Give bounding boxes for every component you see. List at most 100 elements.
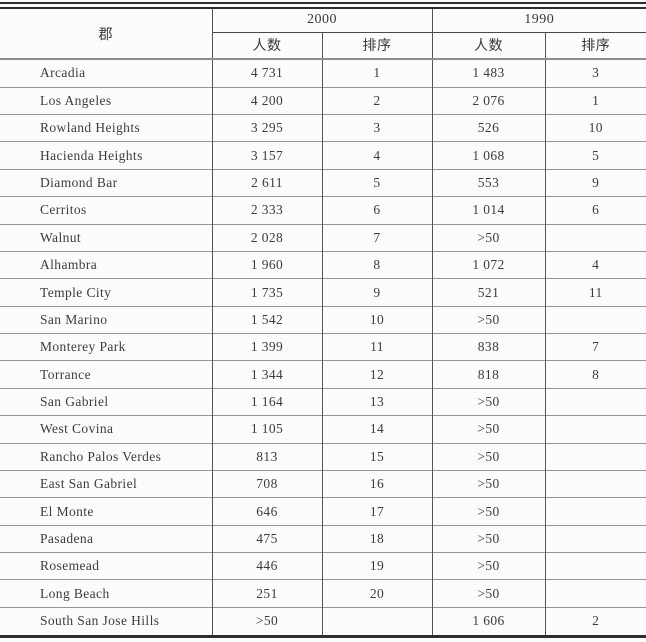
county-cell: Rowland Heights: [0, 114, 212, 142]
population-1990-subheader: 人数: [431, 31, 545, 59]
rank-1990-cell: [544, 469, 646, 498]
rank-2000-cell: 7: [321, 223, 432, 252]
population-2000-cell: 475: [211, 524, 322, 553]
rank-1990-cell: 3: [544, 57, 646, 88]
population-2000-cell: 2 333: [211, 196, 322, 225]
population-2000-cell: 646: [211, 497, 322, 526]
table-row: South San Jose Hills >50 1 606 2: [0, 606, 646, 637]
table-row: El Monte 646 17 >50: [0, 497, 646, 526]
rank-1990-cell: 1: [544, 86, 646, 115]
population-1990-cell: >50: [431, 305, 545, 334]
population-2000-cell: 446: [211, 552, 322, 580]
table-row: Torrance 1 344 12 818 8: [0, 360, 646, 389]
rank-1990-cell: 9: [544, 168, 646, 197]
table-row: Temple City 1 735 9 521 11: [0, 278, 646, 307]
rank-2000-cell: 1: [321, 57, 432, 88]
population-1990-cell: 1 072: [431, 250, 545, 279]
population-1990-cell: 1 014: [431, 196, 545, 225]
rank-2000-cell: 15: [321, 442, 432, 471]
population-2000-cell: 2 028: [211, 223, 322, 252]
county-cell: South San Jose Hills: [0, 606, 212, 637]
table-row: San Gabriel 1 164 13 >50: [0, 387, 646, 416]
table-row: Alhambra 1 960 8 1 072 4: [0, 250, 646, 279]
rank-2000-cell: 19: [321, 552, 432, 580]
rank-2000-cell: 9: [321, 278, 432, 307]
rank-2000-cell: 6: [321, 196, 432, 225]
county-cell: El Monte: [0, 497, 212, 526]
county-cell: Rancho Palos Verdes: [0, 442, 212, 471]
county-cell: Pasadena: [0, 524, 212, 553]
rank-2000-cell: 11: [321, 333, 432, 361]
population-2000-cell: 1 960: [211, 250, 322, 279]
population-2000-cell: 1 735: [211, 278, 322, 307]
population-2000-cell: 1 344: [211, 360, 322, 389]
population-2000-cell: 3 295: [211, 114, 322, 142]
rank-1990-subheader: 排序: [544, 31, 646, 59]
table-row: East San Gabriel 708 16 >50: [0, 469, 646, 498]
population-1990-cell: 2 076: [431, 86, 545, 115]
population-1990-cell: >50: [431, 387, 545, 416]
population-2000-cell: 3 157: [211, 141, 322, 170]
rank-2000-cell: 4: [321, 141, 432, 170]
rank-1990-cell: 10: [544, 114, 646, 142]
population-1990-cell: 1 068: [431, 141, 545, 170]
population-2000-cell: 4 731: [211, 57, 322, 88]
population-1990-cell: >50: [431, 469, 545, 498]
rank-1990-cell: [544, 524, 646, 553]
population-1990-cell: >50: [431, 524, 545, 553]
county-cell: Los Angeles: [0, 86, 212, 115]
rank-2000-cell: 10: [321, 305, 432, 334]
population-1990-cell: >50: [431, 497, 545, 526]
county-cell: Long Beach: [0, 579, 212, 608]
rank-2000-cell: [321, 606, 432, 637]
table-header: 郡 2000 1990 人数 排序 人数 排序: [0, 9, 646, 59]
rank-2000-cell: 2: [321, 86, 432, 115]
county-column-header: 郡: [98, 27, 113, 43]
population-1990-cell: 838: [431, 333, 545, 361]
county-cell: Walnut: [0, 223, 212, 252]
rank-2000-subheader: 排序: [321, 31, 432, 59]
rank-1990-cell: 2: [544, 606, 646, 637]
population-2000-cell: 1 105: [211, 415, 322, 444]
population-2000-cell: 4 200: [211, 86, 322, 115]
population-2000-cell: 2 611: [211, 168, 322, 197]
population-2000-cell: 813: [211, 442, 322, 471]
rank-1990-cell: [544, 497, 646, 526]
population-2000-cell: 251: [211, 579, 322, 608]
table-row: Rancho Palos Verdes 813 15 >50: [0, 442, 646, 471]
rank-1990-cell: [544, 579, 646, 608]
rank-2000-cell: 18: [321, 524, 432, 553]
top-double-rule: [0, 2, 646, 9]
table-row: Rosemead 446 19 >50: [0, 552, 646, 580]
county-cell: Monterey Park: [0, 333, 212, 361]
population-1990-cell: >50: [431, 223, 545, 252]
table-row: Pasadena 475 18 >50: [0, 524, 646, 553]
county-cell: Diamond Bar: [0, 168, 212, 197]
rank-1990-cell: 11: [544, 278, 646, 307]
population-2000-cell: >50: [211, 606, 322, 637]
population-1990-cell: 1 483: [431, 57, 545, 88]
rank-1990-cell: [544, 223, 646, 252]
rank-2000-cell: 12: [321, 360, 432, 389]
table-row: Hacienda Heights 3 157 4 1 068 5: [0, 141, 646, 170]
population-2000-cell: 1 542: [211, 305, 322, 334]
rank-2000-cell: 3: [321, 114, 432, 142]
rank-1990-cell: 6: [544, 196, 646, 225]
rank-1990-cell: 8: [544, 360, 646, 389]
county-cell: Torrance: [0, 360, 212, 389]
subheader-row: 人数 排序 人数 排序: [0, 31, 646, 59]
year-1990-header: 1990: [431, 9, 646, 32]
population-rank-table: 郡 2000 1990 人数 排序 人数 排序 Arcadia 4 731 1 …: [0, 9, 646, 638]
rank-2000-cell: 20: [321, 579, 432, 608]
table-row: Los Angeles 4 200 2 2 076 1: [0, 86, 646, 115]
table-row: Monterey Park 1 399 11 838 7: [0, 333, 646, 361]
rank-1990-cell: 7: [544, 333, 646, 361]
rank-1990-cell: [544, 552, 646, 580]
county-cell: Arcadia: [0, 57, 212, 88]
rank-2000-cell: 8: [321, 250, 432, 279]
population-1990-cell: 1 606: [431, 606, 545, 637]
table-row: Rowland Heights 3 295 3 526 10: [0, 114, 646, 142]
rank-1990-cell: [544, 305, 646, 334]
population-1990-cell: 818: [431, 360, 545, 389]
